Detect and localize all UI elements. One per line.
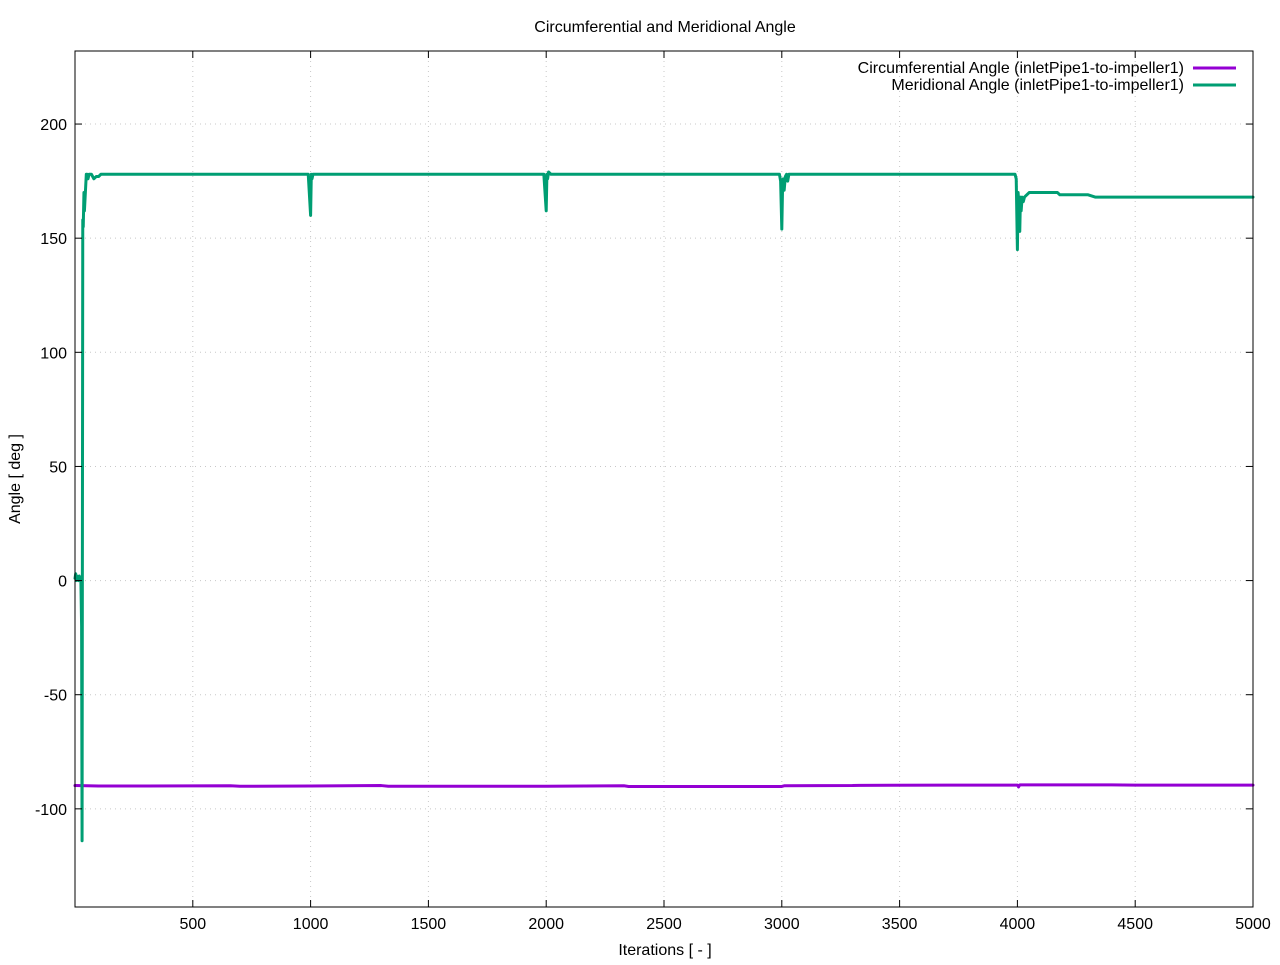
y-tick-label: 100 (40, 345, 67, 362)
y-tick-label: 150 (40, 231, 67, 248)
series-layer (73, 170, 1255, 843)
y-tick-label: -100 (35, 802, 67, 819)
x-tick-label: 2500 (646, 916, 682, 933)
x-tick-label: 3000 (764, 916, 800, 933)
y-tick-label: 50 (49, 459, 67, 476)
y-tick-label: 0 (58, 574, 67, 591)
series-line-circumferential (73, 783, 1255, 789)
y-axis-label: Angle [ deg ] (7, 434, 24, 524)
legend-label: Circumferential Angle (inletPipe1-to-imp… (858, 60, 1184, 77)
x-axis-label: Iterations [ - ] (618, 942, 711, 959)
x-tick-label: 3500 (882, 916, 918, 933)
x-tick-label: 1000 (293, 916, 329, 933)
x-tick-label: 500 (179, 916, 206, 933)
x-tick-label: 1500 (411, 916, 447, 933)
y-tick-label: 200 (40, 117, 67, 134)
y-tick-label: -50 (44, 688, 67, 705)
ticks-layer: 500 1000 1500 2000 2500 3000 3500 4000 4500 5000-… (35, 51, 1271, 933)
chart-title: Circumferential and Meridional Angle (534, 19, 796, 36)
x-tick-label: 4000 (1000, 916, 1036, 933)
series-line-meridional (73, 170, 1255, 843)
x-tick-label: 5000 (1235, 916, 1271, 933)
x-tick-label: 4500 (1117, 916, 1153, 933)
legend-label: Meridional Angle (inletPipe1-to-impeller… (891, 77, 1184, 94)
legend: Circumferential Angle (inletPipe1-to-imp… (858, 60, 1236, 94)
x-tick-label: 2000 (528, 916, 564, 933)
